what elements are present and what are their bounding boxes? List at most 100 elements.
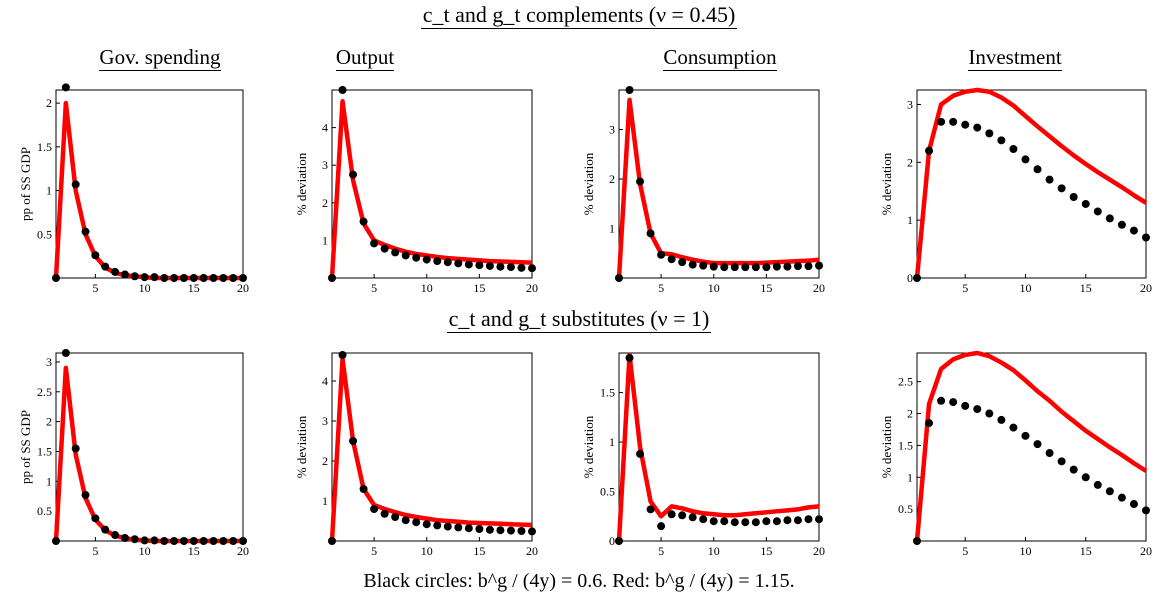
y-tick-label: 0.5 — [37, 227, 52, 241]
x-tick-label: 20 — [1140, 281, 1152, 295]
black-series-point — [391, 513, 400, 521]
x-tick-label: 5 — [92, 281, 98, 295]
black-series-point — [1142, 233, 1150, 242]
y-tick-label: 2 — [322, 454, 328, 468]
black-series-point — [52, 537, 60, 545]
black-series-point — [646, 229, 655, 238]
black-series-point — [772, 517, 781, 526]
black-series-point — [464, 524, 473, 533]
black-series-point — [496, 526, 505, 535]
column-title-gov-spending-text: Gov. spending — [99, 45, 221, 71]
black-series-point — [913, 274, 921, 282]
black-series-point — [189, 274, 198, 282]
black-series-point — [937, 117, 946, 126]
y-tick-label: 1.5 — [898, 438, 913, 452]
black-series-point — [1093, 207, 1102, 216]
y-axis-label: % deviation — [879, 152, 894, 215]
y-tick-label: 2 — [609, 172, 615, 186]
y-axis-label: pp of SS GDP — [18, 147, 33, 221]
row-title-substitutes: c_t and g_t substitutes (ν = 1) — [0, 306, 1158, 333]
black-series-point — [688, 260, 697, 269]
black-series-point — [699, 261, 708, 270]
x-tick-label: 10 — [139, 281, 151, 295]
chart-complements-gov-spending: 0.5 1 1.5 2 5 10 15 20 pp of SS GDP — [18, 83, 249, 295]
x-tick-label: 20 — [237, 544, 249, 558]
x-tick-label: 10 — [708, 281, 720, 295]
chart-complements-investment: 0 1 2 3 5 10 15 20 % deviation — [879, 87, 1152, 295]
black-series-point — [150, 273, 159, 282]
black-series-point — [71, 444, 80, 453]
x-tick-label: 15 — [760, 281, 772, 295]
black-series-point — [485, 525, 494, 534]
chart-substitutes-consumption: 0 0.5 1 1.5 5 10 15 20 % deviation — [581, 352, 825, 558]
black-series-point — [1009, 423, 1018, 432]
x-tick-label: 20 — [237, 281, 249, 295]
row-title-substitutes-text: c_t and g_t substitutes (ν = 1) — [446, 306, 712, 333]
black-series-point — [370, 505, 379, 513]
black-series-point — [937, 396, 946, 405]
y-tick-label: 4 — [322, 374, 328, 388]
y-tick-label: 1 — [609, 435, 615, 449]
black-series-point — [209, 274, 218, 282]
black-series-point — [101, 525, 110, 534]
black-series-point — [1033, 165, 1042, 174]
x-tick-label: 15 — [188, 544, 200, 558]
row-title-complements-text: c_t and g_t complements (ν = 0.45) — [420, 2, 738, 29]
x-tick-label: 10 — [708, 544, 720, 558]
black-series-point — [1045, 175, 1054, 184]
y-tick-label: 2.5 — [37, 385, 52, 399]
y-tick-label: 0.5 — [898, 502, 913, 516]
x-tick-label: 10 — [1019, 544, 1031, 558]
x-tick-label: 5 — [371, 544, 377, 558]
black-series-point — [709, 517, 718, 526]
black-series-point — [949, 398, 958, 407]
black-series-point — [464, 260, 473, 269]
y-tick-label: 1 — [322, 233, 328, 247]
black-series-point — [61, 349, 70, 357]
column-title-investment: Investment — [935, 45, 1095, 71]
x-tick-label: 10 — [139, 544, 151, 558]
plot-frame — [618, 89, 820, 279]
chart-substitutes-gov-spending: 0.5 1 1.5 2 2.5 3 5 10 15 20 pp of SS GDP — [18, 349, 249, 558]
y-tick-label: 3 — [907, 97, 913, 111]
y-axis-label: % deviation — [294, 152, 309, 215]
black-series-point — [91, 251, 100, 260]
y-tick-label: 3 — [322, 414, 328, 428]
black-series-point — [1105, 487, 1114, 496]
black-series-point — [1021, 431, 1030, 440]
x-tick-label: 10 — [421, 544, 433, 558]
x-tick-label: 20 — [526, 544, 538, 558]
x-tick-label: 5 — [92, 544, 98, 558]
black-series-point — [160, 537, 169, 545]
red-series-line — [914, 87, 1148, 279]
black-series-point — [140, 536, 149, 545]
black-series-point — [1117, 493, 1126, 502]
black-series-point — [1033, 440, 1042, 449]
row-title-complements: c_t and g_t complements (ν = 0.45) — [0, 2, 1158, 29]
black-series-point — [422, 255, 431, 264]
black-series-point — [709, 262, 718, 271]
black-series-point — [412, 253, 421, 262]
black-series-point — [1057, 184, 1066, 193]
y-tick-label: 1.5 — [600, 386, 615, 400]
y-tick-label: 3 — [322, 158, 328, 172]
black-series-point — [380, 509, 389, 518]
black-series-point — [328, 537, 336, 545]
black-series-point — [751, 518, 760, 527]
black-series-point — [239, 537, 247, 545]
x-tick-label: 15 — [1080, 281, 1092, 295]
black-series-point — [1129, 500, 1138, 509]
x-tick-label: 20 — [526, 281, 538, 295]
black-series-point — [804, 515, 813, 524]
black-series-point — [71, 180, 80, 189]
black-series-point — [52, 274, 60, 282]
black-series-point — [401, 251, 410, 260]
black-series-point — [667, 255, 676, 264]
black-series-point — [475, 261, 484, 270]
plot-frame — [55, 352, 244, 542]
plot-frame — [916, 89, 1147, 279]
y-tick-label: 4 — [322, 121, 328, 135]
black-series-point — [688, 513, 697, 522]
x-tick-label: 5 — [658, 281, 664, 295]
black-series-point — [1057, 457, 1066, 466]
